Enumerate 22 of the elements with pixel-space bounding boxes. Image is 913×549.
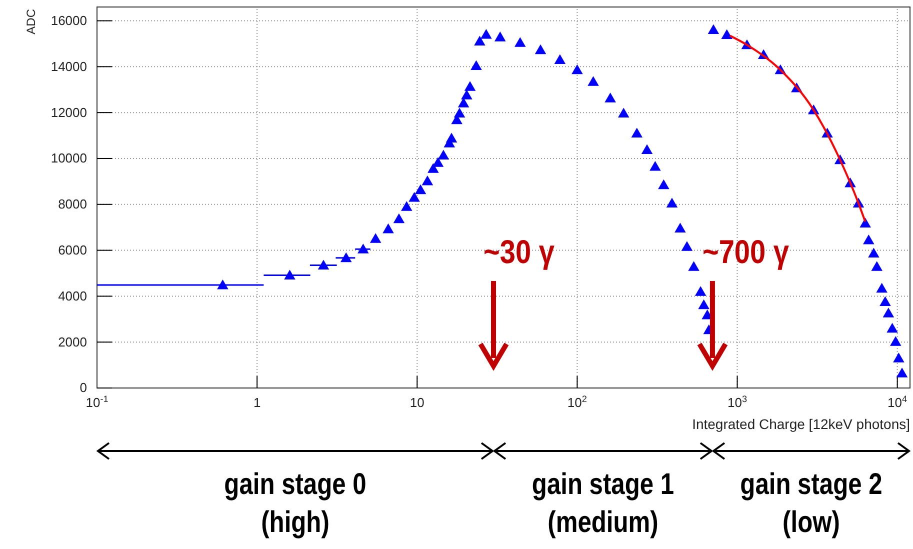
x-tick-label: 10$^{2}$: [567, 394, 587, 410]
text: gain stage 0 (high): [224, 466, 366, 539]
y-tick-label: 2000: [58, 334, 87, 350]
x-axis-title: Integrated Charge [12keV photons]: [692, 416, 910, 432]
text: gain stage 2 (low): [740, 466, 882, 539]
x-tick-label: 10$^{-1}$: [86, 394, 108, 410]
ref-line-label: ~700 γ: [702, 234, 790, 271]
x-tick-label: 10$^{4}$: [888, 394, 908, 410]
y-axis-title: ADC: [24, 8, 38, 34]
y-tick-label: 6000: [58, 242, 87, 258]
y-tick-label: 0: [80, 380, 87, 396]
x-tick-label: 10: [410, 395, 424, 410]
y-tick-label: 4000: [58, 288, 87, 304]
y-tick-label: 14000: [50, 58, 87, 74]
y-tick-label: 10000: [50, 150, 87, 166]
y-tick-label: 12000: [50, 104, 87, 120]
text: gain stage 1 (medium): [532, 466, 674, 539]
ref-line-label: ~30 γ: [484, 234, 554, 271]
x-tick-label: 10$^{3}$: [727, 394, 748, 410]
x-tick-label: 1: [253, 395, 261, 410]
y-tick-label: 8000: [58, 196, 87, 212]
y-tick-label: 16000: [50, 12, 87, 28]
